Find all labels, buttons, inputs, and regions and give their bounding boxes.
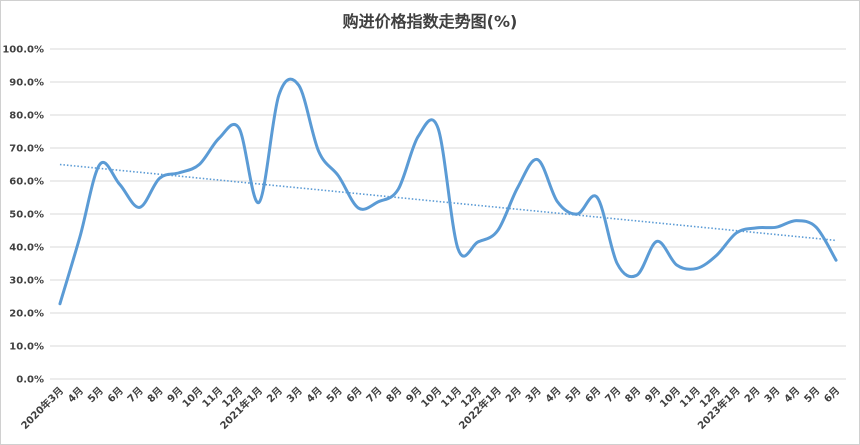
x-tick-label: 5月 (85, 385, 105, 405)
y-tick-label: 80.0% (9, 111, 44, 122)
x-tick-label: 2月 (264, 385, 284, 405)
x-tick-label: 4月 (543, 385, 563, 405)
x-tick-label: 11月 (200, 385, 225, 410)
x-tick-label: 2月 (742, 385, 762, 405)
x-tick-label: 6月 (344, 385, 364, 405)
x-tick-label: 10月 (419, 385, 444, 410)
x-tick-label: 5月 (324, 385, 344, 405)
x-tick-label: 5月 (802, 385, 822, 405)
x-tick-label: 3月 (523, 385, 543, 405)
x-tick-label: 8月 (623, 385, 643, 405)
x-tick-label: 4月 (782, 385, 802, 405)
x-tick-label: 3月 (284, 385, 304, 405)
y-tick-label: 50.0% (9, 210, 44, 221)
y-tick-label: 10.0% (9, 342, 44, 353)
trend-line (59, 163, 837, 242)
x-tick-label: 7月 (125, 385, 145, 405)
x-tick-label: 7月 (364, 385, 384, 405)
y-tick-label: 70.0% (9, 144, 44, 155)
y-tick-label: 0.0% (16, 375, 44, 386)
x-tick-label: 2月 (503, 385, 523, 405)
y-tick-label: 30.0% (9, 276, 44, 287)
series-line (58, 77, 838, 306)
x-tick-label: 8月 (384, 385, 404, 405)
x-tick-label: 11月 (677, 385, 702, 410)
x-tick-label: 6月 (822, 385, 842, 405)
x-tick-label: 8月 (145, 385, 165, 405)
x-tick-label: 7月 (603, 385, 623, 405)
y-tick-label: 40.0% (9, 243, 44, 254)
x-tick-label: 6月 (583, 385, 603, 405)
x-tick-label: 10月 (658, 385, 683, 410)
y-tick-label: 100.0% (2, 45, 44, 56)
x-tick-label: 4月 (65, 385, 85, 405)
y-tick-label: 90.0% (9, 78, 44, 89)
x-tick-label: 3月 (762, 385, 782, 405)
y-tick-label: 60.0% (9, 177, 44, 188)
x-tick-label: 6月 (105, 385, 125, 405)
y-tick-label: 20.0% (9, 309, 44, 320)
x-tick-label: 5月 (563, 385, 583, 405)
x-tick-label: 11月 (439, 385, 464, 410)
chart-title: 购进价格指数走势图(%) (342, 12, 518, 31)
x-tick-label: 10月 (180, 385, 205, 410)
x-tick-label: 2020年3月 (18, 384, 66, 432)
x-tick-label: 4月 (304, 385, 324, 405)
